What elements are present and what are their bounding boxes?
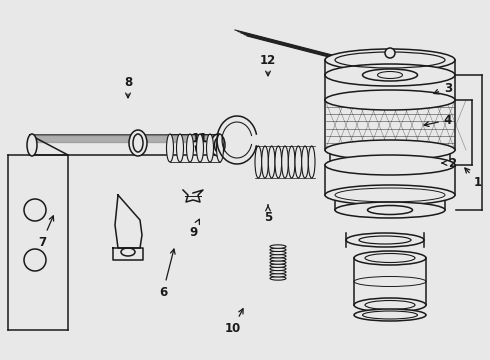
- Text: 6: 6: [159, 249, 175, 298]
- Ellipse shape: [262, 146, 269, 178]
- Ellipse shape: [270, 274, 286, 277]
- Ellipse shape: [187, 134, 194, 162]
- Ellipse shape: [359, 236, 411, 244]
- Ellipse shape: [288, 146, 295, 178]
- Ellipse shape: [270, 270, 286, 274]
- Ellipse shape: [270, 267, 286, 271]
- Ellipse shape: [270, 251, 286, 255]
- Ellipse shape: [325, 140, 455, 160]
- Ellipse shape: [176, 134, 183, 162]
- Ellipse shape: [282, 146, 288, 178]
- Ellipse shape: [275, 146, 282, 178]
- Ellipse shape: [325, 64, 455, 86]
- Text: 10: 10: [225, 309, 243, 334]
- Ellipse shape: [255, 146, 262, 178]
- Ellipse shape: [269, 146, 275, 178]
- Ellipse shape: [217, 134, 223, 162]
- Ellipse shape: [270, 276, 286, 280]
- Ellipse shape: [270, 264, 286, 267]
- Text: 7: 7: [38, 216, 53, 248]
- Ellipse shape: [354, 251, 426, 265]
- Ellipse shape: [196, 134, 203, 162]
- Ellipse shape: [325, 49, 455, 71]
- Ellipse shape: [302, 146, 308, 178]
- Text: 2: 2: [442, 157, 456, 170]
- Ellipse shape: [206, 134, 214, 162]
- Text: 5: 5: [264, 205, 272, 224]
- Text: 1: 1: [465, 168, 482, 189]
- Text: 8: 8: [124, 76, 132, 98]
- Text: 12: 12: [260, 54, 276, 76]
- Ellipse shape: [295, 146, 302, 178]
- Ellipse shape: [270, 257, 286, 261]
- Ellipse shape: [335, 202, 445, 218]
- Ellipse shape: [325, 90, 455, 110]
- Ellipse shape: [167, 134, 173, 162]
- Text: 9: 9: [189, 219, 199, 239]
- Ellipse shape: [270, 255, 286, 258]
- Text: 3: 3: [434, 81, 452, 95]
- Ellipse shape: [129, 130, 147, 156]
- Ellipse shape: [308, 146, 315, 178]
- Text: 11: 11: [192, 131, 208, 151]
- Ellipse shape: [270, 261, 286, 264]
- Ellipse shape: [346, 233, 424, 247]
- Ellipse shape: [211, 134, 225, 156]
- Circle shape: [385, 48, 395, 58]
- Ellipse shape: [270, 245, 286, 248]
- Ellipse shape: [354, 309, 426, 321]
- Ellipse shape: [354, 298, 426, 312]
- Ellipse shape: [325, 155, 455, 175]
- Ellipse shape: [270, 248, 286, 252]
- Text: 4: 4: [424, 113, 452, 126]
- Ellipse shape: [27, 134, 37, 156]
- Ellipse shape: [325, 185, 455, 205]
